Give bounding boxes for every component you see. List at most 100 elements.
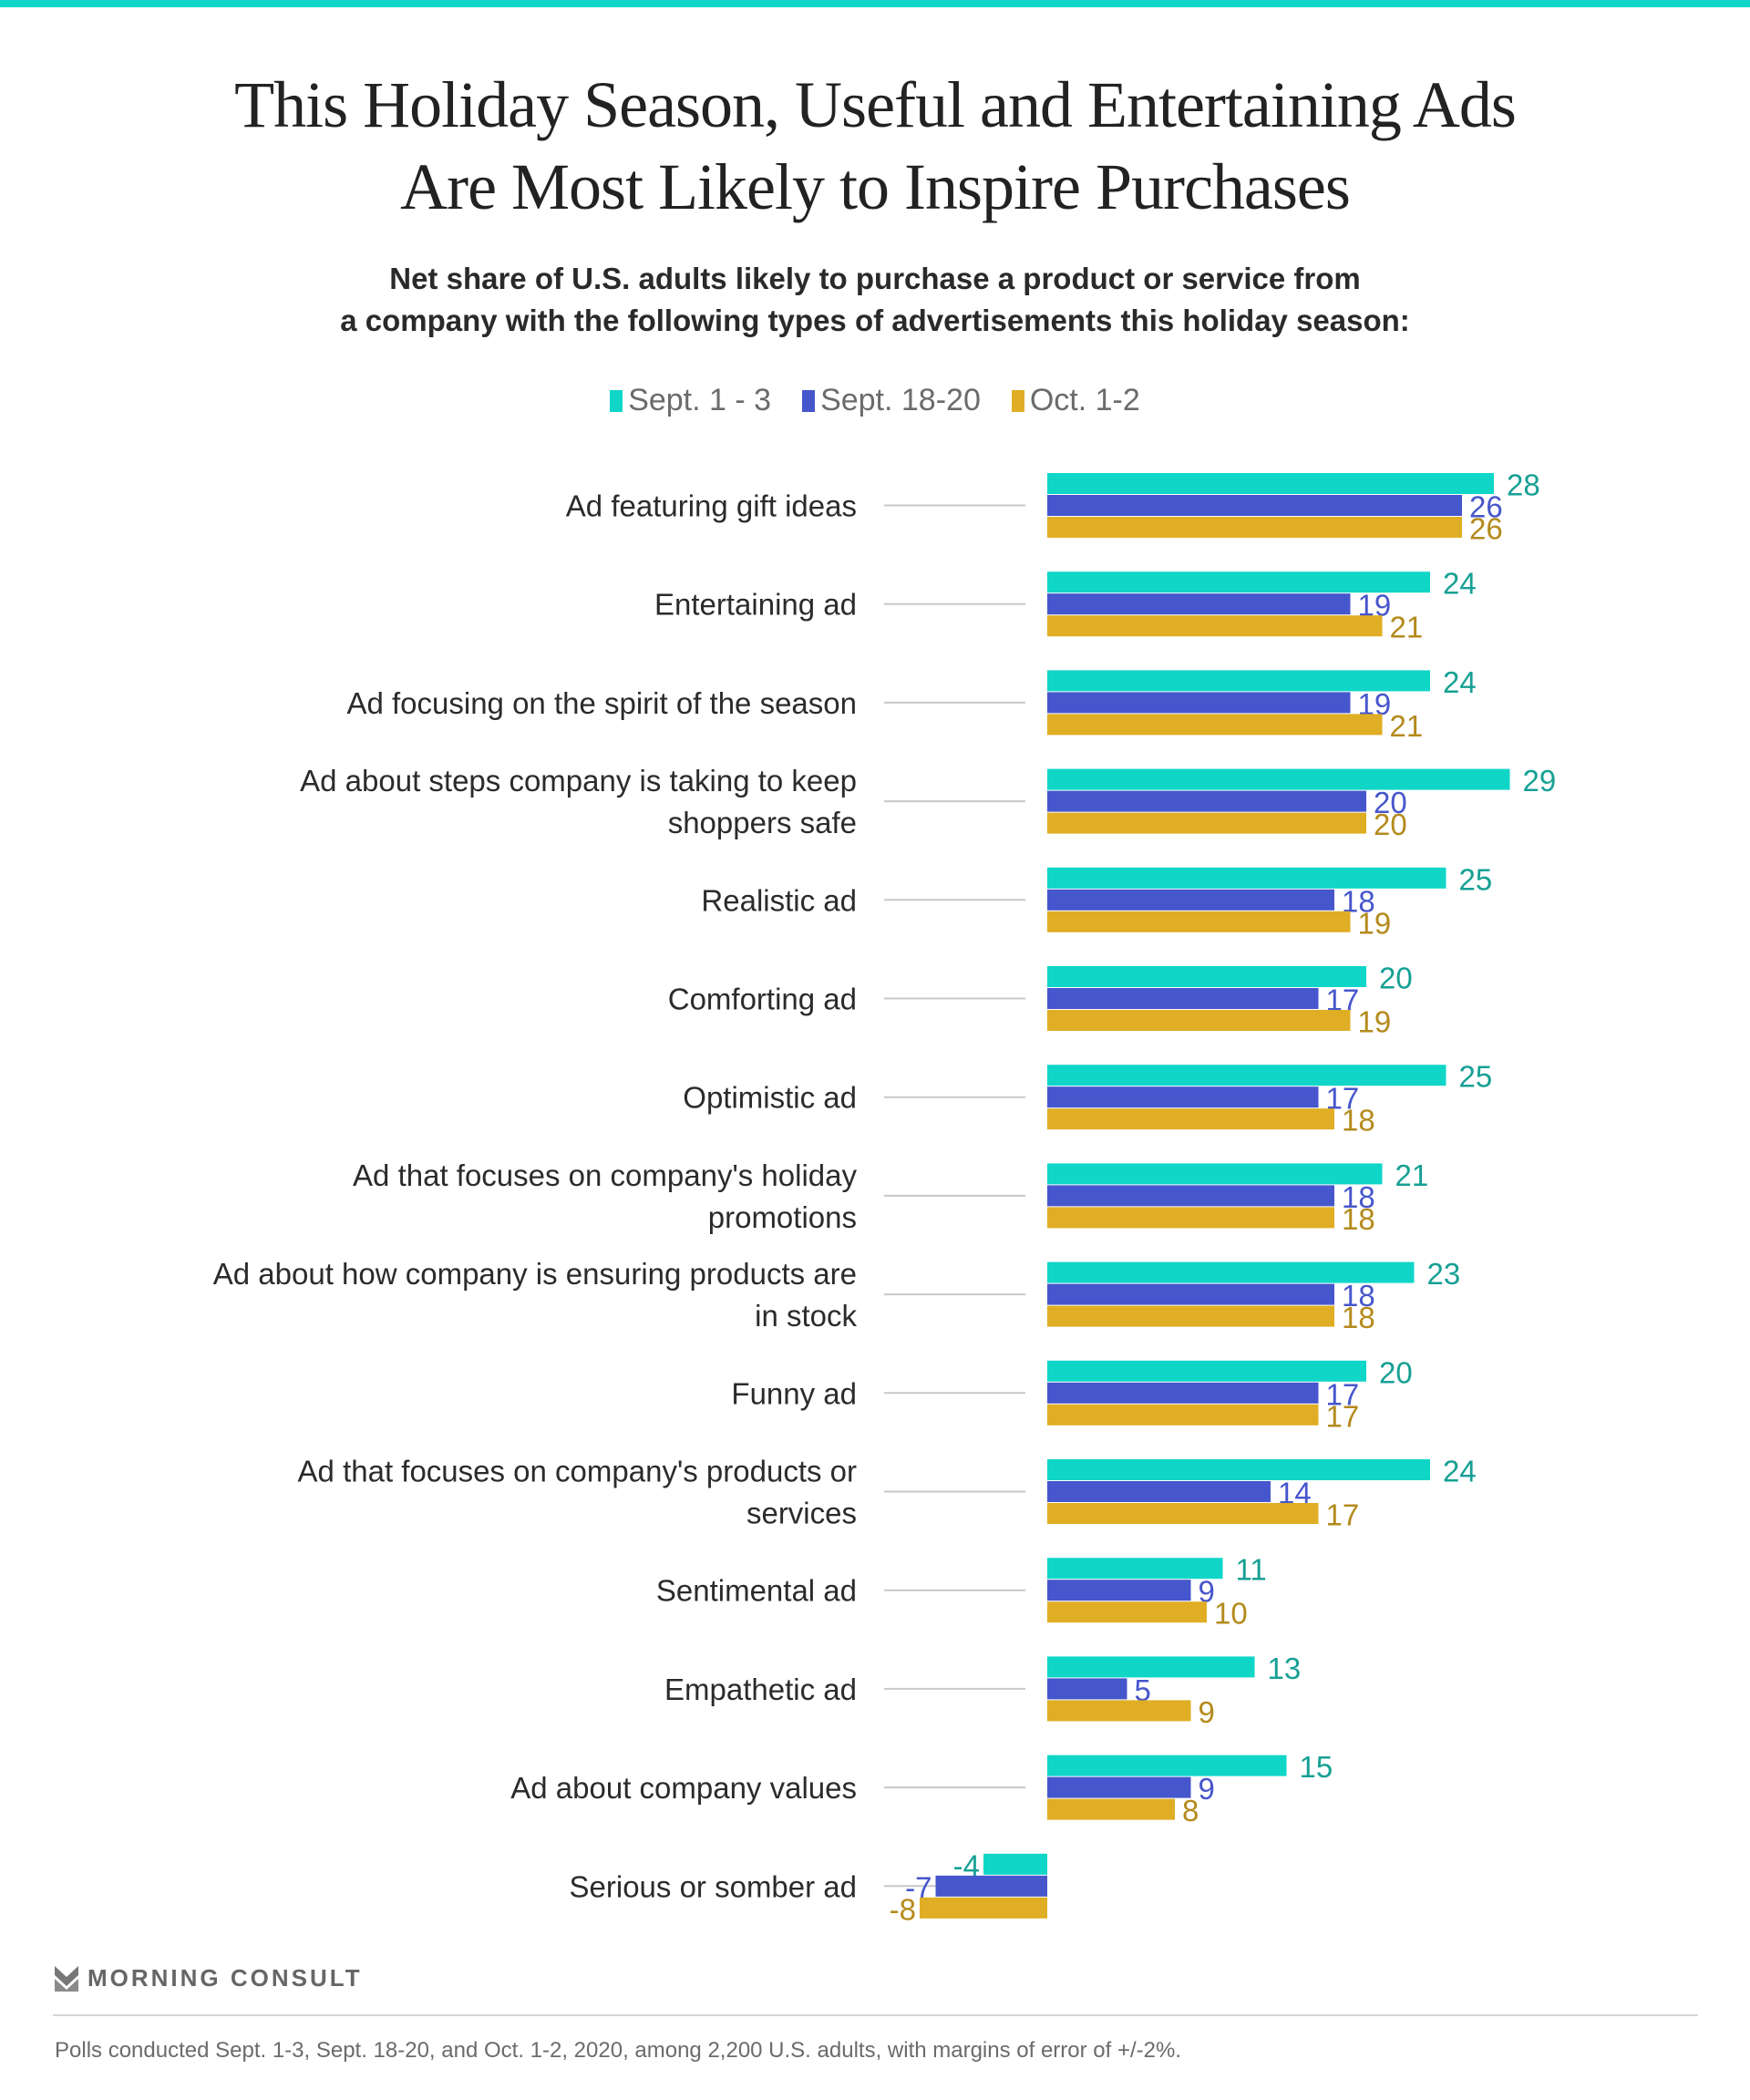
category-label: promotions — [708, 1200, 857, 1234]
data-label: 26 — [1469, 490, 1503, 524]
data-label: 11 — [1236, 1553, 1267, 1587]
legend-item-oct-1-2: Oct. 1-2 — [1011, 383, 1140, 418]
bar-sept-1-3 — [1047, 1459, 1430, 1480]
bar-oct-1-2 — [1047, 1601, 1207, 1623]
category-label: Sentimental ad — [656, 1574, 857, 1608]
category-label: Funny ad — [731, 1376, 857, 1410]
bar-sept-18-20 — [1047, 1185, 1334, 1207]
bar-oct-1-2 — [1047, 1108, 1334, 1130]
category-label: in stock — [755, 1299, 857, 1333]
legend-swatch-sept-18-20 — [802, 389, 816, 412]
data-label: 29 — [1523, 764, 1557, 798]
data-label: 23 — [1427, 1257, 1461, 1291]
data-label: 8 — [1182, 1794, 1199, 1827]
category-label: Empathetic ad — [664, 1673, 857, 1706]
bar-sept-18-20 — [1047, 1678, 1127, 1700]
category-label: Ad about steps company is taking to keep — [300, 764, 857, 798]
bar-oct-1-2 — [1047, 517, 1462, 538]
legend-item-sept-18-20: Sept. 18-20 — [802, 383, 981, 418]
chart-title-line-1: This Holiday Season, Useful and Entertai… — [234, 68, 1517, 141]
data-label: 24 — [1443, 665, 1477, 699]
data-label: 9 — [1199, 1695, 1215, 1729]
bar-sept-1-3 — [1047, 1163, 1383, 1185]
footer-divider — [53, 2014, 1698, 2016]
bar-sept-18-20 — [1047, 1382, 1319, 1404]
legend-item-sept-1-3: Sept. 1 - 3 — [610, 383, 771, 418]
data-label: 13 — [1268, 1652, 1302, 1685]
data-label: 19 — [1358, 1005, 1392, 1039]
chart-title: This Holiday Season, Useful and Entertai… — [0, 64, 1750, 228]
data-label: 10 — [1214, 1597, 1248, 1631]
bar-sept-1-3 — [1047, 571, 1430, 593]
bar-oct-1-2 — [1047, 1700, 1191, 1722]
category-label: Ad featuring gift ideas — [566, 489, 857, 523]
bar-sept-1-3 — [1047, 1656, 1255, 1678]
data-label: -8 — [890, 1892, 916, 1926]
bar-oct-1-2 — [1047, 1010, 1351, 1031]
bar-sept-1-3 — [1047, 1755, 1287, 1776]
data-label: 25 — [1459, 1060, 1493, 1094]
data-label: 18 — [1342, 1104, 1375, 1138]
bar-sept-18-20 — [1047, 692, 1351, 714]
bar-sept-18-20 — [935, 1875, 1047, 1897]
category-label: shoppers safe — [668, 806, 857, 839]
data-label: 15 — [1300, 1750, 1333, 1784]
category-label: Realistic ad — [701, 883, 857, 917]
bar-oct-1-2 — [1047, 1503, 1319, 1524]
bar-oct-1-2 — [1047, 714, 1383, 736]
methodology-note: Polls conducted Sept. 1-3, Sept. 18-20, … — [55, 2038, 1182, 2063]
category-label: Ad about how company is ensuring product… — [213, 1257, 857, 1291]
legend-swatch-sept-1-3 — [610, 389, 623, 412]
data-label: 26 — [1469, 512, 1503, 546]
bar-sept-18-20 — [1047, 593, 1351, 615]
bar-oct-1-2 — [1047, 812, 1366, 834]
bar-sept-18-20 — [1047, 495, 1462, 516]
bar-sept-1-3 — [1047, 670, 1430, 692]
data-label: 25 — [1459, 862, 1493, 896]
data-label: 9 — [1199, 1772, 1215, 1806]
bar-sept-1-3 — [1047, 473, 1494, 494]
legend-swatch-oct-1-2 — [1011, 389, 1024, 412]
data-label: 9 — [1199, 1575, 1215, 1609]
data-label: 21 — [1390, 611, 1424, 644]
bar-sept-18-20 — [1047, 889, 1334, 911]
category-label: services — [746, 1497, 857, 1530]
bar-oct-1-2 — [1047, 615, 1383, 637]
data-label: 24 — [1443, 567, 1477, 601]
bar-oct-1-2 — [1047, 1404, 1319, 1426]
bar-oct-1-2 — [920, 1897, 1047, 1919]
bar-oct-1-2 — [1047, 1798, 1175, 1820]
bar-sept-18-20 — [1047, 1283, 1334, 1305]
brand-name: MORNING CONSULT — [88, 1964, 363, 1992]
bar-oct-1-2 — [1047, 911, 1351, 932]
data-label: 18 — [1342, 1301, 1375, 1334]
morning-consult-logo-icon — [55, 1965, 78, 1992]
bar-sept-18-20 — [1047, 988, 1319, 1009]
bar-sept-1-3 — [1047, 1065, 1446, 1086]
category-label: Comforting ad — [668, 983, 857, 1016]
bar-sept-1-3 — [1047, 966, 1366, 987]
data-label: 19 — [1358, 906, 1392, 940]
data-label: 17 — [1326, 1377, 1360, 1411]
data-label: 5 — [1135, 1673, 1151, 1707]
chart-subtitle-line-2: a company with the following types of ad… — [340, 304, 1410, 337]
data-label: 21 — [1390, 709, 1424, 743]
data-label: 20 — [1379, 1355, 1413, 1389]
data-label: 20 — [1374, 808, 1407, 841]
legend-label: Sept. 18-20 — [820, 383, 981, 417]
category-label: Ad that focuses on company's products or — [298, 1455, 857, 1488]
chart-subtitle: Net share of U.S. adults likely to purch… — [0, 258, 1750, 342]
brand-logo: MORNING CONSULT — [55, 1964, 363, 1992]
bar-sept-1-3 — [1047, 867, 1446, 889]
bar-sept-1-3 — [1047, 1360, 1366, 1382]
chart-title-line-2: Are Most Likely to Inspire Purchases — [400, 150, 1351, 223]
data-label: 20 — [1374, 786, 1407, 819]
data-label: 17 — [1326, 1399, 1360, 1433]
category-label: Optimistic ad — [683, 1081, 857, 1115]
data-label: 20 — [1379, 962, 1413, 995]
legend-label: Sept. 1 - 3 — [628, 383, 772, 417]
bar-sept-1-3 — [1047, 768, 1510, 790]
top-accent-bar — [0, 0, 1750, 7]
bar-oct-1-2 — [1047, 1305, 1334, 1327]
